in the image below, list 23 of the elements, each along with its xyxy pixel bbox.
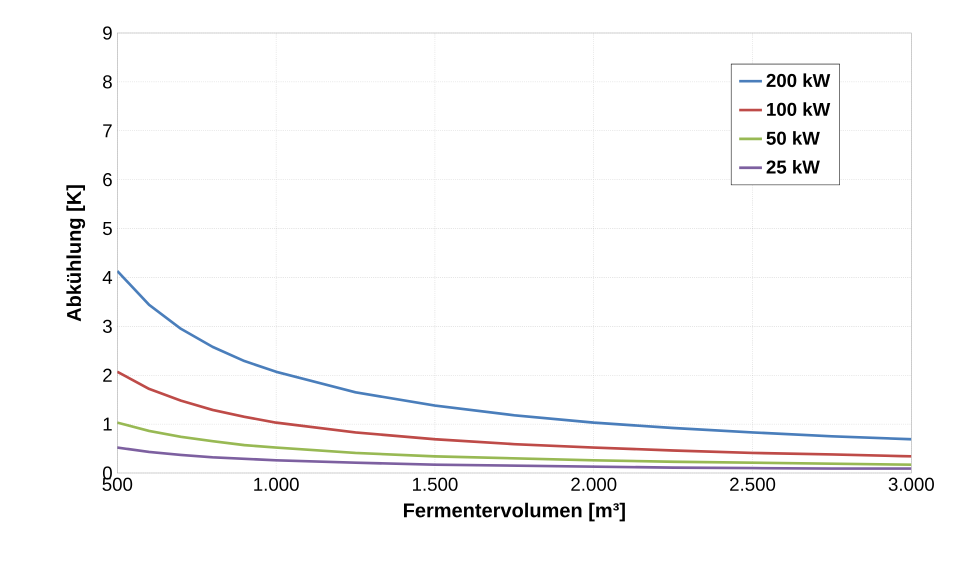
y-tick-label: 2 (103, 368, 112, 382)
y-tick-label: 1 (104, 418, 112, 431)
x-tick-label: 1.000 (254, 478, 299, 491)
legend-label: 100 kW (767, 102, 830, 116)
x-tick-label: 2.500 (730, 478, 776, 491)
y-tick-label: 5 (103, 222, 112, 236)
y-tick-label: 6 (103, 173, 112, 186)
x-axis-title: Fermentervolumen [m³] (404, 502, 625, 522)
y-tick-label: 9 (103, 26, 112, 40)
y-tick-label: 7 (103, 124, 112, 138)
x-tick-label: 2.000 (571, 478, 616, 491)
line-series (117, 370, 912, 458)
line-series (117, 270, 912, 441)
legend-label: 25 kW (766, 160, 820, 174)
x-tick-label: 1.500 (413, 478, 458, 491)
x-tick-label: 500 (102, 478, 132, 491)
y-tick-label: 3 (102, 320, 112, 333)
y-tick-label: 8 (103, 75, 112, 89)
legend-label: 50 kW (766, 131, 820, 145)
x-tick-label: 3.000 (888, 478, 934, 491)
legend-label: 200 kW (766, 73, 830, 88)
y-axis-title: Abkühlung [K] (66, 185, 86, 322)
y-tick-label: 4 (102, 271, 112, 284)
